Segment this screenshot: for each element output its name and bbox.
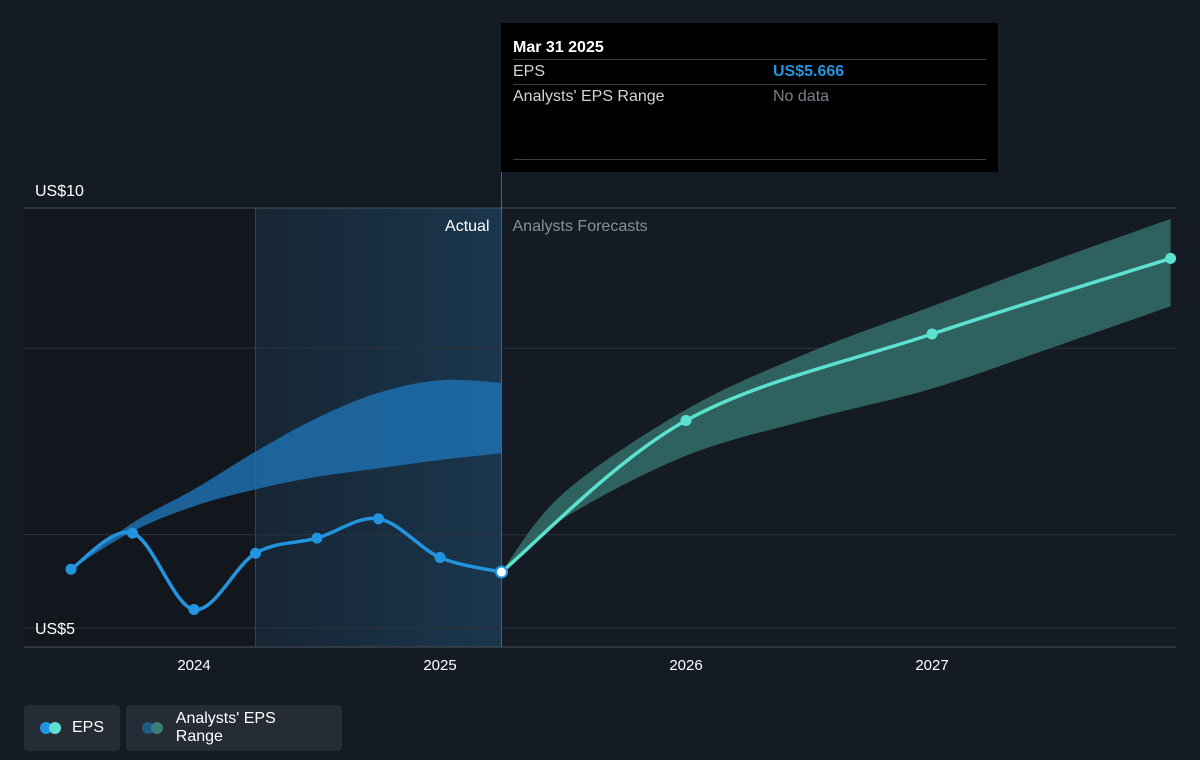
eps-point-forecast [1165, 252, 1177, 264]
eps-point-forecast [680, 415, 692, 427]
actual-label: Actual [445, 218, 489, 235]
eps-range-band-actual [71, 379, 502, 570]
highlighted-eps-point [495, 565, 508, 579]
tooltip-range-value: No data [773, 88, 830, 105]
eps-point-actual [250, 547, 261, 559]
eps-point-forecast [926, 328, 938, 340]
legend-range-button[interactable]: Analysts' EPS Range [126, 705, 342, 751]
legend-eps-label: EPS [71, 719, 104, 736]
tooltip-eps-value: US$5.666 [773, 63, 845, 80]
eps-point-actual [373, 513, 384, 525]
eps-point-actual [127, 527, 138, 539]
eps-range-band-forecast [501, 218, 1171, 573]
legend-eps-button[interactable]: EPS [24, 705, 120, 751]
x-tick-label: 2027 [915, 657, 948, 674]
tooltip-date: Mar 31 2025 [513, 39, 604, 56]
eps-chart: US$10 US$5 2024 2025 2026 2027 Actual Analysts … [24, 172, 1177, 674]
forecast-label: Analysts Forecasts [513, 218, 648, 235]
tooltip-row-range: Analysts' EPS Range No data [513, 84, 986, 109]
eps-line-forecast [499, 256, 1173, 574]
eps-point-actual [434, 551, 446, 563]
x-tick-label: 2024 [177, 657, 210, 674]
x-tick-label: 2025 [423, 657, 456, 674]
eps-legend-icon [40, 722, 62, 734]
tooltip-divider [513, 159, 986, 160]
y-tick-label: US$5 [35, 621, 75, 638]
tooltip-eps-label: EPS [513, 63, 546, 80]
tooltip-range-label: Analysts' EPS Range [513, 88, 665, 105]
y-tick-label: US$10 [35, 183, 84, 200]
eps-point-actual [65, 563, 77, 575]
tooltip-row-eps: EPS US$5.666 [513, 59, 986, 84]
range-legend-icon [142, 722, 166, 734]
pre-period-shade [24, 208, 256, 647]
tooltip: Mar 31 2025 EPS US$5.666 Analysts' EPS R… [501, 23, 998, 172]
eps-point-actual [188, 604, 200, 616]
legend-range-label: Analysts' EPS Range [175, 710, 276, 745]
eps-point-actual [311, 532, 323, 544]
x-tick-label: 2026 [669, 657, 702, 674]
